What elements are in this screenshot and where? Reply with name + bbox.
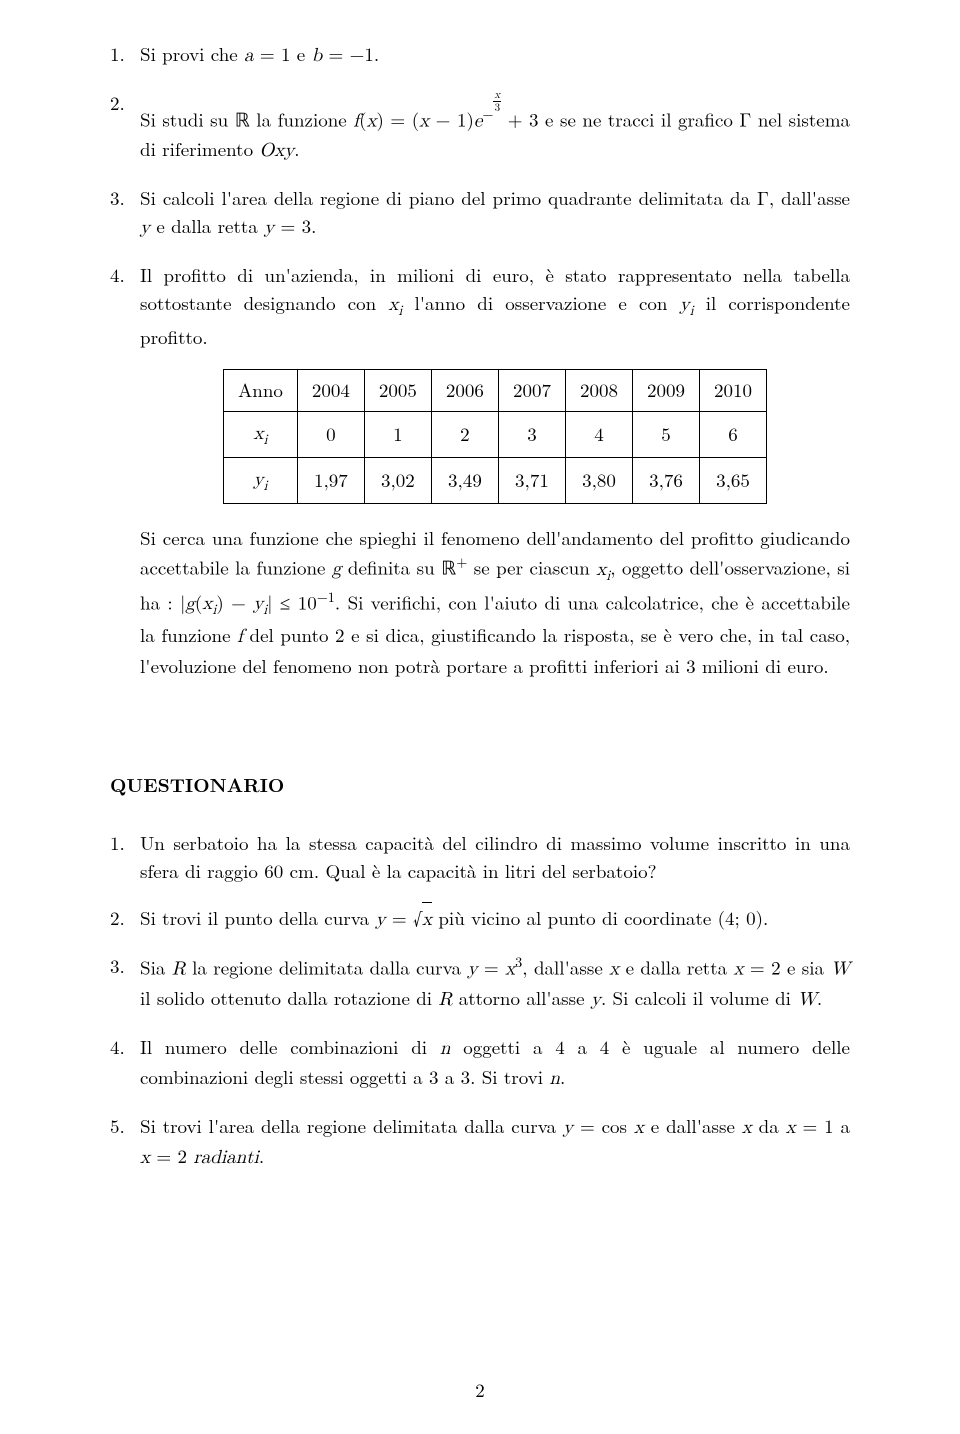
item-text: Un serbatoio ha la stessa capacità del c… [140,829,850,886]
section-title: QUESTIONARIO [110,770,850,799]
table-cell: 1 [364,411,431,457]
table-cell: 3,76 [632,457,699,503]
item-number: 1. [110,829,134,886]
after-table-paragraph: Si cerca una funzione che spieghi il fen… [140,524,850,681]
table-cell: 5 [632,411,699,457]
table-cell: 2009 [632,370,699,412]
item-text: Si provi che a = 1 e b = −1. [140,40,850,71]
question-item: 5.Si trovi l'area della regione delimita… [110,1112,850,1173]
table-cell: 3,02 [364,457,431,503]
table-cell: 6 [699,411,766,457]
table-cell: 2008 [565,370,632,412]
table-cell: 1,97 [297,457,364,503]
problem-item: 1.Si provi che a = 1 e b = −1. [110,40,850,71]
problem-list-top: 1.Si provi che a = 1 e b = −1.2.Si studi… [110,40,850,351]
item-number: 5. [110,1112,134,1173]
table-cell: 2006 [431,370,498,412]
item-text: Si studi su ℝ la funzione f(x) = (x − 1)… [140,89,850,166]
question-item: 4.Il numero delle combinazioni di n ogge… [110,1033,850,1094]
item-number: 4. [110,261,134,351]
table-cell: 0 [297,411,364,457]
item-number: 3. [110,184,134,243]
table-cell: 2004 [297,370,364,412]
table-cell: 2005 [364,370,431,412]
item-text: Si calcoli l'area della regione di piano… [140,184,850,243]
table-cell: 3,80 [565,457,632,503]
table-cell: 2 [431,411,498,457]
document-page: 1.Si provi che a = 1 e b = −1.2.Si studi… [0,0,960,1434]
page-number: 2 [0,1376,960,1405]
item-number: 3. [110,952,134,1014]
table-cell: 2010 [699,370,766,412]
table-cell: 3,65 [699,457,766,503]
question-item: 3.Sia R la regione delimitata dalla curv… [110,952,850,1014]
table-row: yi1,973,023,493,713,803,763,65 [224,457,767,503]
item-text: Sia R la regione delimitata dalla curva … [140,952,850,1014]
table-cell: 4 [565,411,632,457]
problem-item: 4.Il profitto di un'azienda, in milioni … [110,261,850,351]
table-cell: 3,49 [431,457,498,503]
table-container: Anno2004200520062007200820092010xi012345… [110,369,850,680]
questionario-list: 1.Un serbatoio ha la stessa capacità del… [110,829,850,1173]
item-text: Il numero delle combinazioni di n oggett… [140,1033,850,1094]
question-item: 1.Un serbatoio ha la stessa capacità del… [110,829,850,886]
item-number: 4. [110,1033,134,1094]
item-text: Il profitto di un'azienda, in milioni di… [140,261,850,351]
item-number: 2. [110,89,134,166]
table-cell: 3 [498,411,565,457]
item-number: 2. [110,904,134,935]
problem-item: 3.Si calcoli l'area della regione di pia… [110,184,850,243]
table-cell: 2007 [498,370,565,412]
table-cell: 3,71 [498,457,565,503]
item-text: Si trovi il punto della curva y = √x più… [140,904,850,935]
table-row: Anno2004200520062007200820092010 [224,370,767,412]
data-table: Anno2004200520062007200820092010xi012345… [223,369,767,504]
question-item: 2.Si trovi il punto della curva y = √x p… [110,904,850,935]
table-cell: yi [224,457,298,503]
item-text: Si trovi l'area della regione delimitata… [140,1112,850,1173]
problem-item: 2.Si studi su ℝ la funzione f(x) = (x − … [110,89,850,166]
item-number: 1. [110,40,134,71]
table-row: xi0123456 [224,411,767,457]
table-cell: xi [224,411,298,457]
table-cell: Anno [224,370,298,412]
